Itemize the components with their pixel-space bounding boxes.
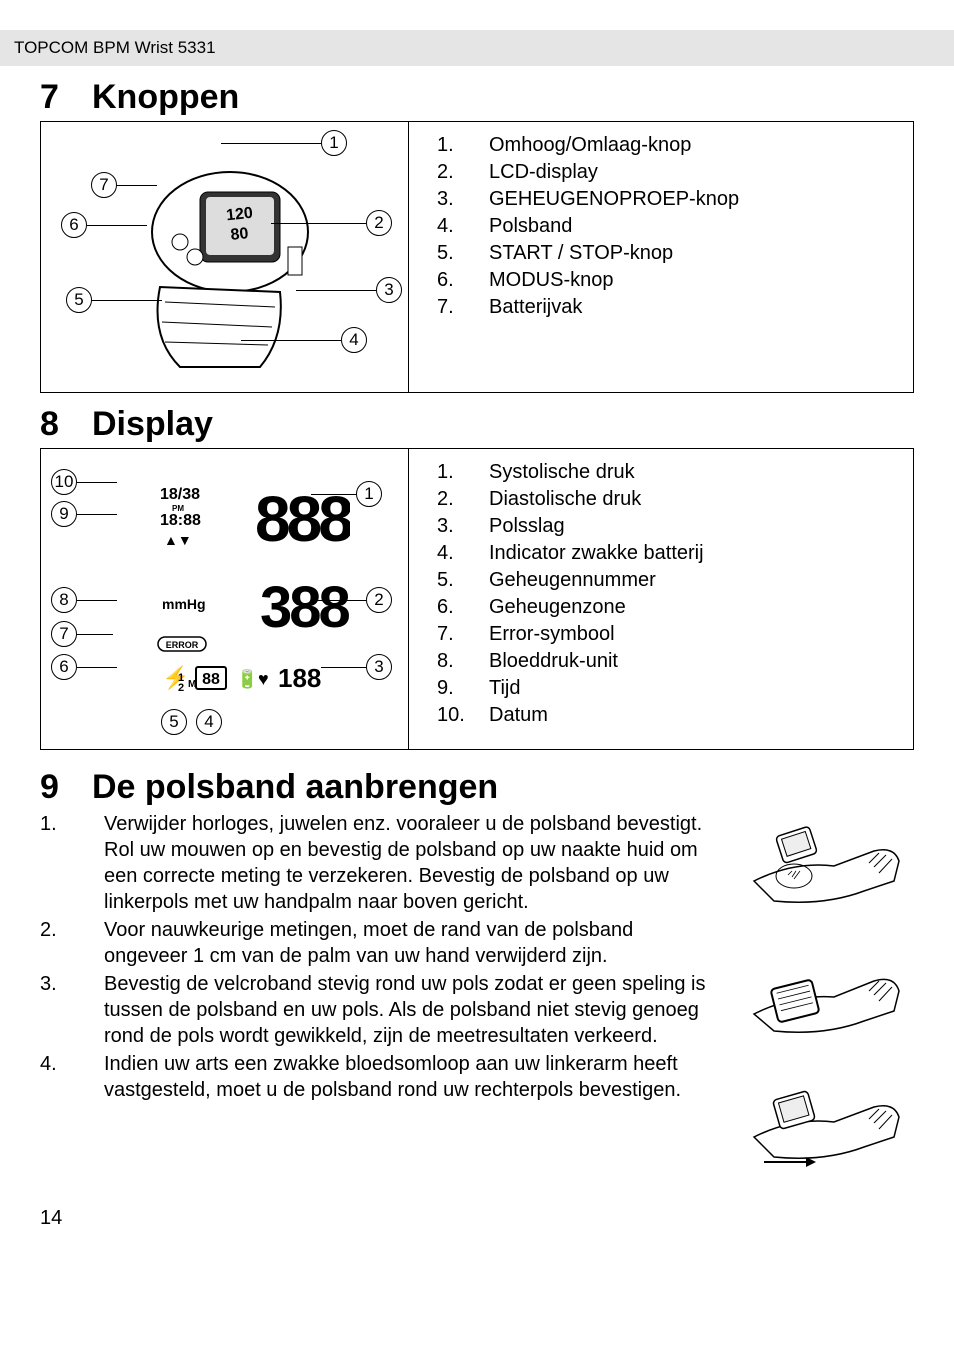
svg-text:▲▼: ▲▼ [164, 532, 192, 548]
callout-1: 1 [321, 130, 347, 156]
legend-item: 3.GEHEUGENOPROEP-knop [437, 186, 897, 213]
legend-item: 5.START / STOP-knop [437, 240, 897, 267]
section9-heading: 9De polsband aanbrengen [40, 768, 914, 807]
callout-4b: 4 [196, 709, 222, 735]
lcd-icon: 18/38 PM 18:88 888 ▲▼ mmHg 388 ERROR ⚡ 1… [100, 469, 350, 729]
section8-heading: 8Display [40, 405, 914, 444]
callout-1b: 1 [356, 481, 382, 507]
step-item: 2.Voor nauwkeurige metingen, moet de ran… [40, 917, 714, 969]
callout-4: 4 [341, 327, 367, 353]
legend-item: 1.Systolische druk [437, 459, 897, 486]
legend-item: 2.LCD-display [437, 159, 897, 186]
wrist-fig-3 [734, 1067, 914, 1177]
svg-text:18:88: 18:88 [160, 512, 201, 529]
legend-item: 1.Omhoog/Omlaag-knop [437, 132, 897, 159]
callout-3: 3 [376, 277, 402, 303]
svg-text:⚡: ⚡ [162, 665, 189, 691]
callout-6b: 6 [51, 654, 77, 680]
section9-body: 1.Verwijder horloges, juwelen enz. voora… [40, 811, 914, 1177]
legend-item: 4.Indicator zwakke batterij [437, 540, 897, 567]
legend-item: 6.Geheugenzone [437, 594, 897, 621]
callout-7: 7 [91, 172, 117, 198]
legend-item: 7.Batterijvak [437, 294, 897, 321]
svg-text:mmHg: mmHg [162, 596, 206, 612]
callout-5: 5 [66, 287, 92, 313]
svg-text:188: 188 [278, 663, 321, 693]
svg-text:♥: ♥ [258, 669, 269, 689]
svg-text:88: 88 [202, 671, 220, 688]
page-number: 14 [40, 1207, 914, 1230]
section9-figures [734, 811, 914, 1177]
svg-text:ERROR: ERROR [165, 640, 198, 650]
svg-text:18/38: 18/38 [160, 486, 200, 503]
legend-item: 10.Datum [437, 702, 897, 729]
legend-item: 3.Polsslag [437, 513, 897, 540]
svg-text:2: 2 [178, 682, 184, 694]
callout-5b: 5 [161, 709, 187, 735]
wrist-fig-2 [734, 939, 914, 1049]
legend-item: 7.Error-symbool [437, 621, 897, 648]
legend-item: 4.Polsband [437, 213, 897, 240]
callout-9: 9 [51, 501, 77, 527]
section8-frame: 18/38 PM 18:88 888 ▲▼ mmHg 388 ERROR ⚡ 1… [40, 448, 914, 750]
svg-text:🔋: 🔋 [236, 668, 258, 689]
step-item: 3.Bevestig de velcroband stevig rond uw … [40, 971, 714, 1049]
header-title: TOPCOM BPM Wrist 5331 [14, 38, 216, 57]
header-bar: TOPCOM BPM Wrist 5331 [0, 30, 954, 66]
step-item: 4.Indien uw arts een zwakke bloedsomloop… [40, 1051, 714, 1103]
legend-item: 9.Tijd [437, 675, 897, 702]
callout-7b: 7 [51, 621, 77, 647]
section8-illustration: 18/38 PM 18:88 888 ▲▼ mmHg 388 ERROR ⚡ 1… [41, 449, 409, 749]
legend-item: 5.Geheugennummer [437, 567, 897, 594]
callout-6: 6 [61, 212, 87, 238]
svg-text:388: 388 [260, 575, 350, 640]
legend-item: 6.MODUS-knop [437, 267, 897, 294]
section7-illustration: 120 80 1 2 3 4 5 6 7 [41, 122, 409, 392]
callout-3b: 3 [366, 654, 392, 680]
callout-10: 10 [51, 469, 77, 495]
callout-2: 2 [366, 210, 392, 236]
legend-item: 2.Diastolische druk [437, 486, 897, 513]
section8-legend: 1.Systolische druk 2.Diastolische druk 3… [409, 449, 913, 749]
step-item: 1.Verwijder horloges, juwelen enz. voora… [40, 811, 714, 915]
svg-text:80: 80 [229, 225, 249, 244]
section7-frame: 120 80 1 2 3 4 5 6 7 1.Omhoog/Omlaag-kno… [40, 121, 914, 393]
section9-steps: 1.Verwijder horloges, juwelen enz. voora… [40, 811, 734, 1177]
legend-item: 8.Bloeddruk-unit [437, 648, 897, 675]
wrist-fig-1 [734, 811, 914, 921]
callout-8: 8 [51, 587, 77, 613]
section7-heading: 7Knoppen [40, 78, 914, 117]
section7-legend: 1.Omhoog/Omlaag-knop 2.LCD-display 3.GEH… [409, 122, 913, 392]
callout-2b: 2 [366, 587, 392, 613]
svg-text:120: 120 [225, 205, 253, 225]
